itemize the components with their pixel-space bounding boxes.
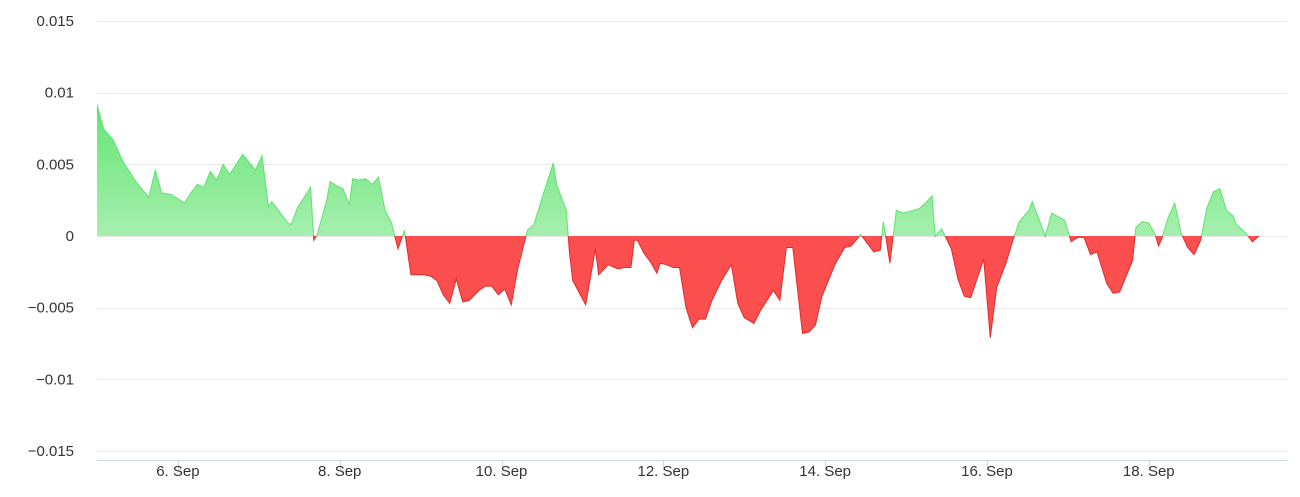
x-tick-label: 14. Sep — [799, 463, 851, 480]
y-tick-label: 0.005 — [36, 156, 74, 173]
x-tick-label: 6. Sep — [156, 463, 199, 480]
negative-area — [97, 236, 1259, 338]
y-tick-label: −0.01 — [36, 371, 74, 388]
negative-line — [313, 236, 1260, 338]
x-tick-label: 18. Sep — [1123, 463, 1175, 480]
positive-area — [97, 104, 1259, 236]
series-area — [97, 104, 1260, 338]
y-tick-label: −0.005 — [28, 300, 74, 317]
y-tick-label: −0.015 — [28, 443, 74, 460]
y-axis-labels: 0.015 0.01 0.005 0 −0.005 −0.01 −0.015 — [28, 13, 74, 460]
x-tick-label: 8. Sep — [318, 463, 361, 480]
y-tick-label: 0.01 — [45, 85, 74, 102]
x-axis-labels: 6. Sep 8. Sep 10. Sep 12. Sep 14. Sep 16. Sep… — [156, 463, 1174, 480]
x-tick-label: 12. Sep — [637, 463, 689, 480]
y-tick-label: 0 — [66, 228, 74, 245]
x-axis — [97, 460, 1287, 471]
x-tick-label: 16. Sep — [961, 463, 1013, 480]
y-tick-label: 0.015 — [36, 13, 74, 30]
x-tick-label: 10. Sep — [476, 463, 528, 480]
